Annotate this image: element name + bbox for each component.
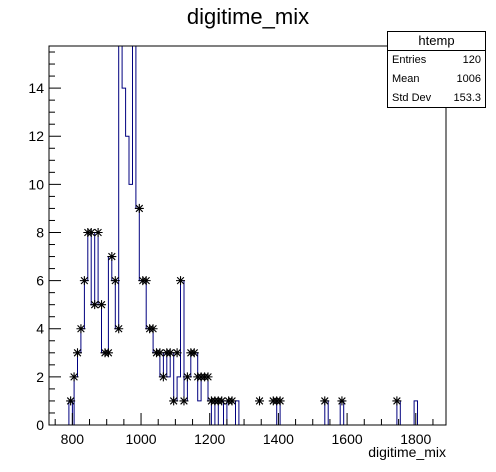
data-marker: [79, 276, 89, 286]
stats-label: Entries: [392, 54, 427, 66]
data-marker: [69, 372, 79, 382]
data-marker: [155, 348, 165, 358]
stats-value: 1006: [456, 73, 481, 85]
y-tick-label: 14: [28, 80, 44, 96]
x-axis-label: digitime_mix: [368, 444, 446, 460]
data-marker: [90, 300, 100, 310]
y-tick-label: 6: [36, 273, 44, 289]
plot-area: 800 1000 1200 1400 1600 1800 0 2 4 6 8 10 12 14: [28, 45, 447, 447]
data-marker: [165, 348, 175, 358]
stats-label: Mean: [392, 73, 420, 85]
data-marker: [189, 348, 199, 358]
data-marker: [227, 396, 237, 406]
stats-value: 120: [462, 54, 481, 66]
data-marker: [255, 396, 265, 406]
stats-row-mean: Mean 1006: [388, 70, 485, 89]
data-marker: [97, 300, 107, 310]
stats-box: htemp Entries 120 Mean 1006 Std Dev 153.…: [387, 31, 486, 108]
stats-box-title: htemp: [388, 32, 485, 51]
x-tick-label: 1400: [263, 431, 294, 447]
x-tick-label: 1000: [125, 431, 156, 447]
data-marker: [103, 348, 113, 358]
data-marker: [176, 276, 186, 286]
data-marker: [66, 396, 76, 406]
data-marker: [217, 396, 227, 406]
data-marker: [148, 324, 158, 334]
data-marker: [134, 203, 144, 213]
y-tick-label: 10: [28, 176, 44, 192]
data-marker: [172, 348, 182, 358]
data-marker: [141, 276, 151, 286]
data-marker: [110, 276, 120, 286]
data-marker: [76, 324, 86, 334]
data-marker: [93, 227, 103, 237]
data-marker: [86, 227, 96, 237]
y-tick-label: 2: [36, 369, 44, 385]
data-marker: [114, 324, 124, 334]
data-marker: [182, 372, 192, 382]
y-tick-label: 0: [36, 417, 44, 433]
data-marker: [158, 372, 168, 382]
x-tick-label: 1600: [332, 431, 363, 447]
data-marker: [107, 252, 117, 262]
data-marker: [179, 396, 189, 406]
data-marker: [73, 348, 83, 358]
data-marker: [320, 396, 330, 406]
x-tick-label: 1800: [400, 431, 431, 447]
y-tick-label: 8: [36, 224, 44, 240]
chart-title: digitime_mix: [186, 4, 310, 29]
histogram-line: [68, 46, 418, 425]
stats-value: 153.3: [453, 92, 481, 104]
data-marker: [203, 372, 213, 382]
stats-label: Std Dev: [392, 92, 432, 104]
data-marker: [169, 396, 179, 406]
stats-row-stddev: Std Dev 153.3: [388, 89, 485, 108]
data-marker: [275, 396, 285, 406]
data-marker: [392, 396, 402, 406]
y-tick-label: 4: [36, 321, 44, 337]
plot-frame: [48, 45, 447, 426]
stats-row-entries: Entries 120: [388, 51, 485, 70]
x-tick-label: 1200: [194, 431, 225, 447]
data-marker: [337, 396, 347, 406]
y-tick-label: 12: [28, 128, 44, 144]
x-tick-label: 800: [61, 431, 85, 447]
